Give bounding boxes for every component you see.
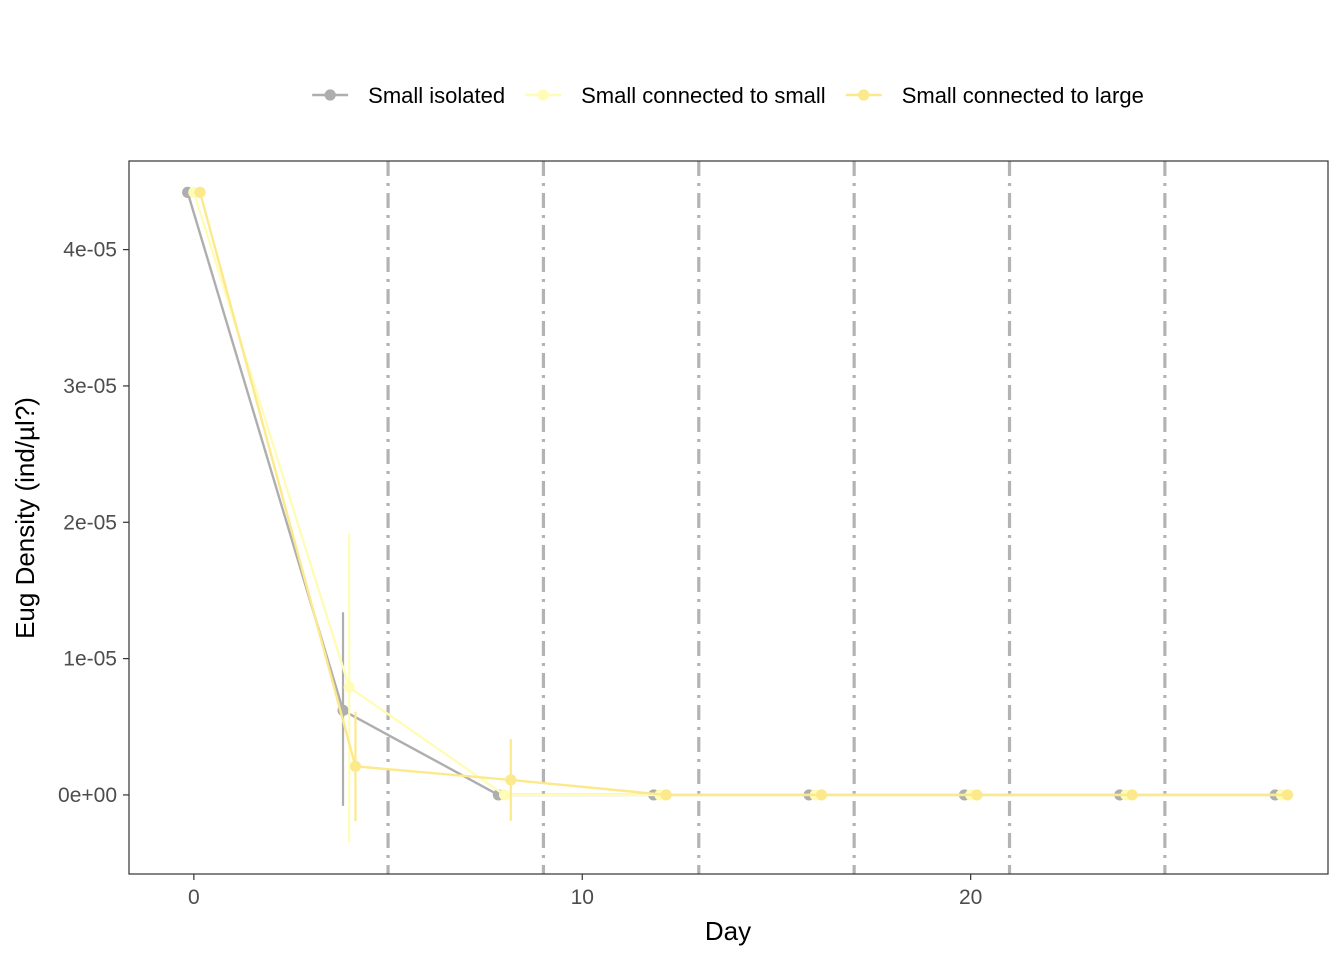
x-axis-title: Day [705,916,751,946]
data-point [1126,789,1138,801]
series-line [198,192,1288,797]
legend: Small isolated Small connected to small Sm… [312,83,1144,108]
data-point [660,789,672,801]
plot-border [128,160,1329,875]
data-point [343,681,355,693]
y-tick-label: 1e-05 [63,648,117,671]
x-tick-label: 0 [188,886,200,909]
data-point [971,789,983,801]
y-tick-label: 4e-05 [63,239,117,262]
x-tick-label: 20 [959,886,982,909]
series-2 [194,186,1294,821]
series-layer [182,186,1294,843]
data-point [498,789,511,801]
y-axis: 0e+00 1e-05 2e-05 3e-05 4e-05 [58,239,129,807]
y-axis-title: Eug Density (ind/µl?) [10,397,40,639]
data-point [349,760,362,772]
reference-lines [386,161,1167,874]
legend-label: Small isolated [368,83,505,108]
plot-panel [129,161,1328,874]
legend-key [312,89,349,101]
legend-label: Small connected to large [902,83,1144,108]
x-tick-label: 10 [571,886,594,909]
data-point [815,789,828,801]
data-point [505,774,517,786]
x-axis: 0 10 20 [188,874,982,909]
data-point [1282,789,1294,801]
legend-key [845,89,882,101]
data-point [194,186,206,198]
legend-label: Small connected to small [581,83,826,108]
y-tick-label: 0e+00 [58,784,117,807]
y-tick-label: 3e-05 [63,375,117,398]
y-tick-label: 2e-05 [63,511,117,534]
legend-key [525,89,562,101]
